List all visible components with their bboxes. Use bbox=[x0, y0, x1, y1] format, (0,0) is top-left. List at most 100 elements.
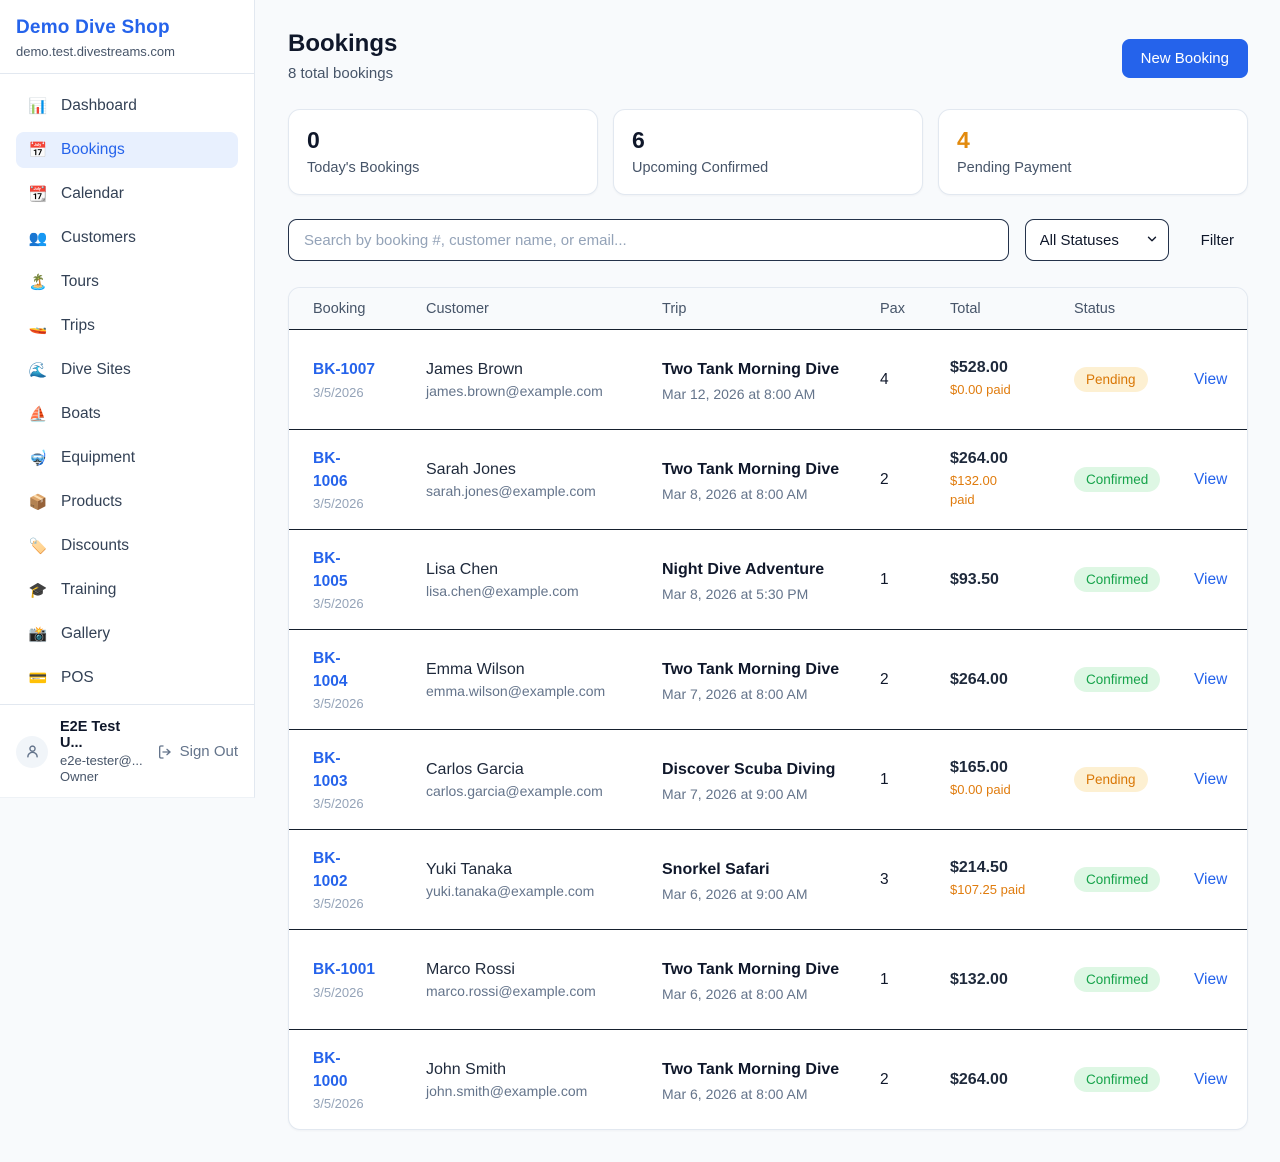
user-name: E2E Test U... bbox=[60, 719, 121, 751]
status-filter: All Statuses bbox=[1024, 219, 1169, 261]
stat-card: 4 Pending Payment bbox=[938, 109, 1248, 195]
stat-value: 0 bbox=[307, 127, 320, 153]
booking-id-link[interactable]: BK- 1005 bbox=[313, 550, 348, 590]
sidebar-item-label: Boats bbox=[61, 405, 101, 422]
status-badge: Confirmed bbox=[1074, 667, 1161, 692]
view-link[interactable]: View bbox=[1194, 970, 1228, 988]
bookings-table: Booking Customer Trip Pax Total Status B… bbox=[288, 287, 1248, 1130]
sidebar-item-discounts[interactable]: 🏷️ Discounts bbox=[16, 528, 238, 564]
trip-datetime: Mar 8, 2026 at 5:30 PM bbox=[662, 585, 809, 602]
sidebar-nav: 📊 Dashboard 📅 Bookings 📆 Calendar 👥 Cust… bbox=[0, 74, 254, 704]
diving-mask-icon: 🤿 bbox=[28, 449, 48, 467]
col-status: Status bbox=[1074, 300, 1116, 317]
sidebar-item-bookings[interactable]: 📅 Bookings bbox=[16, 132, 238, 168]
sidebar-item-training[interactable]: 🎓 Training bbox=[16, 572, 238, 608]
view-link[interactable]: View bbox=[1194, 670, 1228, 688]
customer-email: marco.rossi@example.com bbox=[426, 982, 596, 999]
sidebar-item-dashboard[interactable]: 📊 Dashboard bbox=[16, 88, 238, 124]
sidebar-item-boats[interactable]: ⛵ Boats bbox=[16, 396, 238, 432]
booking-id-link[interactable]: BK-1001 bbox=[313, 961, 376, 979]
sidebar-item-gallery[interactable]: 📸 Gallery bbox=[16, 616, 238, 652]
booking-id-link[interactable]: BK- 1003 bbox=[313, 750, 348, 790]
booking-id-link[interactable]: BK- 1002 bbox=[313, 850, 348, 890]
customer-name: Emma Wilson bbox=[426, 660, 525, 678]
booking-date: 3/5/2026 bbox=[313, 384, 364, 400]
view-link[interactable]: View bbox=[1194, 1070, 1228, 1088]
view-link[interactable]: View bbox=[1194, 570, 1228, 588]
sign-out-label: Sign Out bbox=[179, 743, 238, 760]
customer-name: Marco Rossi bbox=[426, 960, 515, 978]
booking-id-link[interactable]: BK-1007 bbox=[313, 361, 376, 379]
table-row: BK- 1003 3/5/2026 Carlos Garcia carlos.ga… bbox=[289, 729, 1247, 829]
sidebar-item-tours[interactable]: 🏝️ Tours bbox=[16, 264, 238, 300]
sidebar: Demo Dive Shop demo.test.divestreams.com… bbox=[0, 0, 255, 798]
trip-datetime: Mar 8, 2026 at 8:00 AM bbox=[662, 485, 808, 502]
table-row: BK- 1000 3/5/2026 John Smith john.smith@e… bbox=[289, 1029, 1247, 1129]
booking-date: 3/5/2026 bbox=[313, 895, 364, 911]
status-filter-select[interactable]: All Statuses bbox=[1024, 219, 1169, 261]
stat-label: Upcoming Confirmed bbox=[632, 160, 769, 176]
status-badge: Pending bbox=[1074, 367, 1148, 392]
stat-card: 0 Today's Bookings bbox=[288, 109, 598, 195]
view-link[interactable]: View bbox=[1194, 870, 1228, 888]
col-booking: Booking bbox=[313, 300, 366, 317]
status-badge: Confirmed bbox=[1074, 467, 1161, 492]
sidebar-item-equipment[interactable]: 🤿 Equipment bbox=[16, 440, 238, 476]
table-row: BK- 1006 3/5/2026 Sarah Jones sarah.jones… bbox=[289, 429, 1247, 529]
brand-header: Demo Dive Shop demo.test.divestreams.com bbox=[0, 0, 254, 74]
view-link[interactable]: View bbox=[1194, 470, 1228, 488]
booking-id-link[interactable]: BK- 1004 bbox=[313, 650, 348, 690]
booking-date: 3/5/2026 bbox=[313, 495, 364, 511]
total-amount: $264.00 bbox=[950, 670, 1008, 688]
sign-out-button[interactable]: Sign Out bbox=[157, 743, 238, 760]
view-link[interactable]: View bbox=[1194, 770, 1228, 788]
table-row: BK- 1004 3/5/2026 Emma Wilson emma.wilson… bbox=[289, 629, 1247, 729]
avatar bbox=[16, 735, 48, 768]
sidebar-item-label: Training bbox=[61, 581, 117, 598]
sidebar-item-label: Dive Sites bbox=[61, 361, 131, 378]
booking-id-link[interactable]: BK- 1006 bbox=[313, 450, 348, 490]
sidebar-item-label: Calendar bbox=[61, 185, 124, 202]
customer-name: James Brown bbox=[426, 360, 523, 378]
table-row: BK- 1005 3/5/2026 Lisa Chen lisa.chen@exa… bbox=[289, 529, 1247, 629]
total-amount: $528.00 bbox=[950, 359, 1008, 377]
user-role: Owner bbox=[60, 769, 99, 784]
view-link[interactable]: View bbox=[1194, 370, 1228, 388]
user-email: e2e-tester@... bbox=[60, 753, 143, 768]
customer-email: john.smith@example.com bbox=[426, 1082, 588, 1099]
booking-date: 3/5/2026 bbox=[313, 984, 364, 1000]
tag-icon: 🏷️ bbox=[28, 537, 48, 555]
person-icon bbox=[24, 743, 41, 760]
col-pax: Pax bbox=[880, 300, 905, 317]
pax-count: 2 bbox=[880, 470, 889, 488]
table-row: BK-1007 3/5/2026 James Brown james.brown… bbox=[289, 329, 1247, 429]
trip-datetime: Mar 6, 2026 at 9:00 AM bbox=[662, 885, 808, 902]
grad-cap-icon: 🎓 bbox=[28, 581, 48, 599]
col-total: Total bbox=[950, 300, 981, 317]
sidebar-item-trips[interactable]: 🚤 Trips bbox=[16, 308, 238, 344]
customer-name: Sarah Jones bbox=[426, 460, 516, 478]
sidebar-item-pos[interactable]: 💳 POS bbox=[16, 660, 238, 696]
customer-name: Yuki Tanaka bbox=[426, 860, 512, 878]
new-booking-button[interactable]: New Booking bbox=[1121, 39, 1248, 78]
trip-name: Two Tank Morning Dive bbox=[662, 460, 840, 478]
sidebar-item-products[interactable]: 📦 Products bbox=[16, 484, 238, 520]
customer-email: yuki.tanaka@example.com bbox=[426, 882, 595, 899]
booking-id-link[interactable]: BK- 1000 bbox=[313, 1050, 348, 1090]
trip-name: Two Tank Morning Dive bbox=[662, 660, 840, 678]
calendar-icon: 📆 bbox=[28, 185, 48, 203]
table-header-row: Booking Customer Trip Pax Total Status bbox=[289, 288, 1247, 329]
sidebar-item-customers[interactable]: 👥 Customers bbox=[16, 220, 238, 256]
booking-date: 3/5/2026 bbox=[313, 595, 364, 611]
paid-amount: $132.00 paid bbox=[950, 472, 997, 507]
sidebar-footer: E2E Test U... e2e-tester@... Owner Sign … bbox=[0, 704, 254, 798]
trip-name: Discover Scuba Diving bbox=[662, 760, 836, 778]
sidebar-item-calendar[interactable]: 📆 Calendar bbox=[16, 176, 238, 212]
stat-value: 4 bbox=[957, 127, 970, 153]
table-row: BK- 1002 3/5/2026 Yuki Tanaka yuki.tanaka… bbox=[289, 829, 1247, 929]
sidebar-item-dive-sites[interactable]: 🌊 Dive Sites bbox=[16, 352, 238, 388]
search-input[interactable] bbox=[288, 219, 1009, 261]
pax-count: 1 bbox=[880, 970, 889, 988]
total-amount: $165.00 bbox=[950, 759, 1008, 777]
total-amount: $132.00 bbox=[950, 970, 1008, 988]
